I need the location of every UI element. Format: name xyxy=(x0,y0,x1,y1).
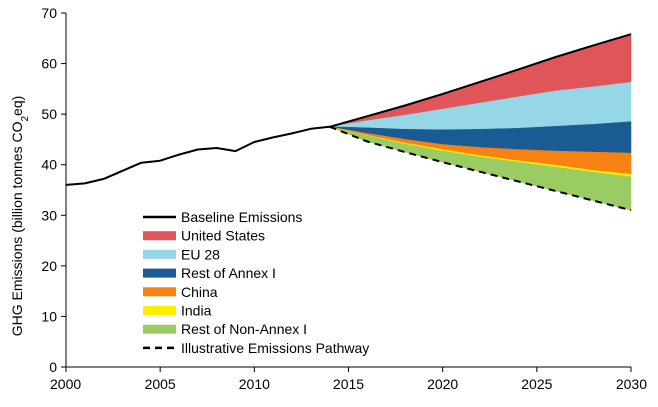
legend-item-india: India xyxy=(143,303,212,319)
legend-swatch xyxy=(143,287,176,297)
x-tick-label: 2020 xyxy=(427,376,458,392)
legend-item-china: China xyxy=(143,284,218,300)
legend-item-eu-28: EU 28 xyxy=(143,246,220,262)
legend-label: India xyxy=(181,303,212,319)
legend-label: United States xyxy=(181,228,265,244)
legend-item-baseline-emissions: Baseline Emissions xyxy=(143,209,302,225)
illustrative-pathway-line xyxy=(329,125,632,212)
legend-item-illustrative-emissions-pathway: Illustrative Emissions Pathway xyxy=(143,340,369,356)
legend-item-rest-of-non-annex-i: Rest of Non-Annex I xyxy=(143,321,307,337)
legend-item-rest-of-annex-i: Rest of Annex I xyxy=(143,265,276,281)
y-tick-label: 30 xyxy=(41,207,57,223)
legend-item-united-states: United States xyxy=(143,228,265,244)
y-tick-label: 10 xyxy=(41,308,57,324)
x-tick-label: 2000 xyxy=(50,376,81,392)
x-tick-label: 2025 xyxy=(521,376,552,392)
legend-label: Rest of Annex I xyxy=(181,265,276,281)
legend-swatch xyxy=(143,231,176,241)
x-tick-label: 2005 xyxy=(145,376,176,392)
legend-label: Rest of Non-Annex I xyxy=(181,321,307,337)
y-axis-label-part-1: GHG Emissions (billion tonnes CO xyxy=(9,121,25,336)
y-tick-label: 0 xyxy=(49,359,57,375)
axes xyxy=(61,12,632,372)
legend-swatch xyxy=(143,268,176,278)
y-axis-label-subscript: 2 xyxy=(20,116,31,122)
y-axis-label: GHG Emissions (billion tonnes CO2eq) xyxy=(9,96,31,337)
historical-emissions-line xyxy=(65,125,330,186)
wedge-areas xyxy=(329,33,632,211)
baseline-emissions-line xyxy=(329,33,632,128)
y-tick-label: 50 xyxy=(41,106,57,122)
y-tick-label: 20 xyxy=(41,258,57,274)
y-tick-label: 60 xyxy=(41,56,57,72)
legend: Baseline Emissions United States EU 28 Rest… xyxy=(143,209,369,356)
legend-label: Baseline Emissions xyxy=(181,209,302,225)
y-tick-label: 40 xyxy=(41,157,57,173)
y-tick-label: 70 xyxy=(41,5,57,21)
legend-label: Illustrative Emissions Pathway xyxy=(181,340,369,356)
legend-swatch xyxy=(143,324,176,334)
legend-swatch xyxy=(143,306,176,315)
x-tick-label: 2015 xyxy=(333,376,364,392)
x-tick-label: 2010 xyxy=(239,376,270,392)
legend-label: EU 28 xyxy=(181,246,220,262)
emission-lines xyxy=(65,33,632,212)
legend-label: China xyxy=(181,284,218,300)
y-axis-label-part-2: eq) xyxy=(9,96,25,116)
x-tick-label: 2030 xyxy=(616,376,647,392)
legend-swatch xyxy=(143,249,176,259)
